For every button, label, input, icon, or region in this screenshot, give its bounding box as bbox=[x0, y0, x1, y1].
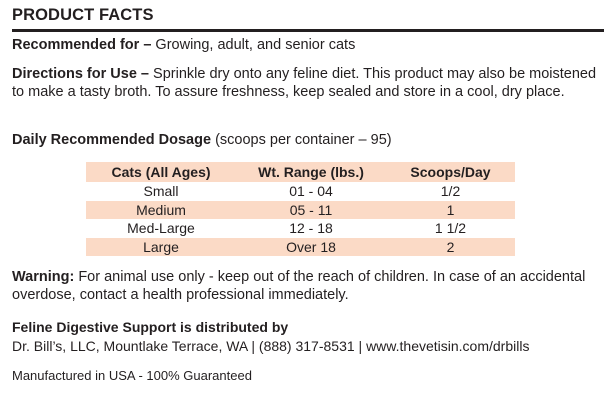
table-cell-weight: 01 - 04 bbox=[289, 183, 333, 199]
table-cell-scoops: 2 bbox=[446, 238, 455, 255]
table-cell-size: Med-Large bbox=[127, 220, 195, 236]
column-header-scoops-per-day: Scoops/Day bbox=[410, 164, 491, 180]
dosage-table: Cats (All Ages) Wt. Range (lbs.) Scoops/… bbox=[86, 162, 515, 256]
recommended-for-label: Recommended for – bbox=[12, 37, 152, 53]
table-row: Med-Large 12 - 18 1 1/2 bbox=[86, 219, 515, 238]
dosage-table-header-row: Cats (All Ages) Wt. Range (lbs.) Scoops/… bbox=[86, 162, 515, 182]
directions-text: Sprinkle dry onto any feline diet. This … bbox=[12, 66, 597, 100]
page-title: PRODUCT FACTS bbox=[12, 6, 154, 24]
recommended-for-paragraph: Recommended for – Growing, adult, and se… bbox=[12, 36, 602, 54]
directions-label: Directions for Use – bbox=[12, 66, 149, 82]
warning-paragraph: Warning: For animal use only - keep out … bbox=[12, 268, 602, 304]
table-cell-size: Medium bbox=[136, 201, 186, 218]
table-row: Large Over 18 2 bbox=[86, 237, 515, 256]
directions-paragraph: Directions for Use – Sprinkle dry onto a… bbox=[12, 65, 602, 101]
table-row: Medium 05 - 11 1 bbox=[86, 200, 515, 219]
distributor-heading: Feline Digestive Support is distributed … bbox=[12, 319, 289, 335]
manufactured-in-note: Manufactured in USA - 100% Guaranteed bbox=[12, 368, 252, 383]
recommended-for-text: Growing, adult, and senior cats bbox=[151, 37, 356, 53]
table-row: Small 01 - 04 1/2 bbox=[86, 182, 515, 201]
title-bar: PRODUCT FACTS bbox=[12, 2, 604, 32]
table-cell-weight: 12 - 18 bbox=[289, 220, 333, 236]
table-cell-size: Small bbox=[143, 183, 179, 199]
dosage-heading: Daily Recommended Dosage (scoops per con… bbox=[12, 131, 602, 149]
table-cell-scoops: 1 bbox=[446, 201, 455, 218]
table-cell-size: Large bbox=[143, 238, 179, 255]
table-cell-weight: Over 18 bbox=[286, 238, 336, 255]
table-cell-scoops: 1/2 bbox=[440, 183, 461, 199]
column-header-weight-range: Wt. Range (lbs.) bbox=[258, 164, 364, 180]
distributor-contact-line: Dr. Bill’s, LLC, Mountlake Terrace, WA |… bbox=[12, 338, 530, 354]
dosage-note: (scoops per container – 95) bbox=[211, 132, 392, 148]
table-cell-scoops: 1 1/2 bbox=[434, 220, 467, 236]
warning-label: Warning: bbox=[12, 269, 75, 285]
column-header-cats: Cats (All Ages) bbox=[111, 164, 211, 180]
warning-text: For animal use only - keep out of the re… bbox=[12, 269, 586, 303]
table-cell-weight: 05 - 11 bbox=[289, 201, 333, 218]
dosage-label: Daily Recommended Dosage bbox=[12, 132, 212, 148]
